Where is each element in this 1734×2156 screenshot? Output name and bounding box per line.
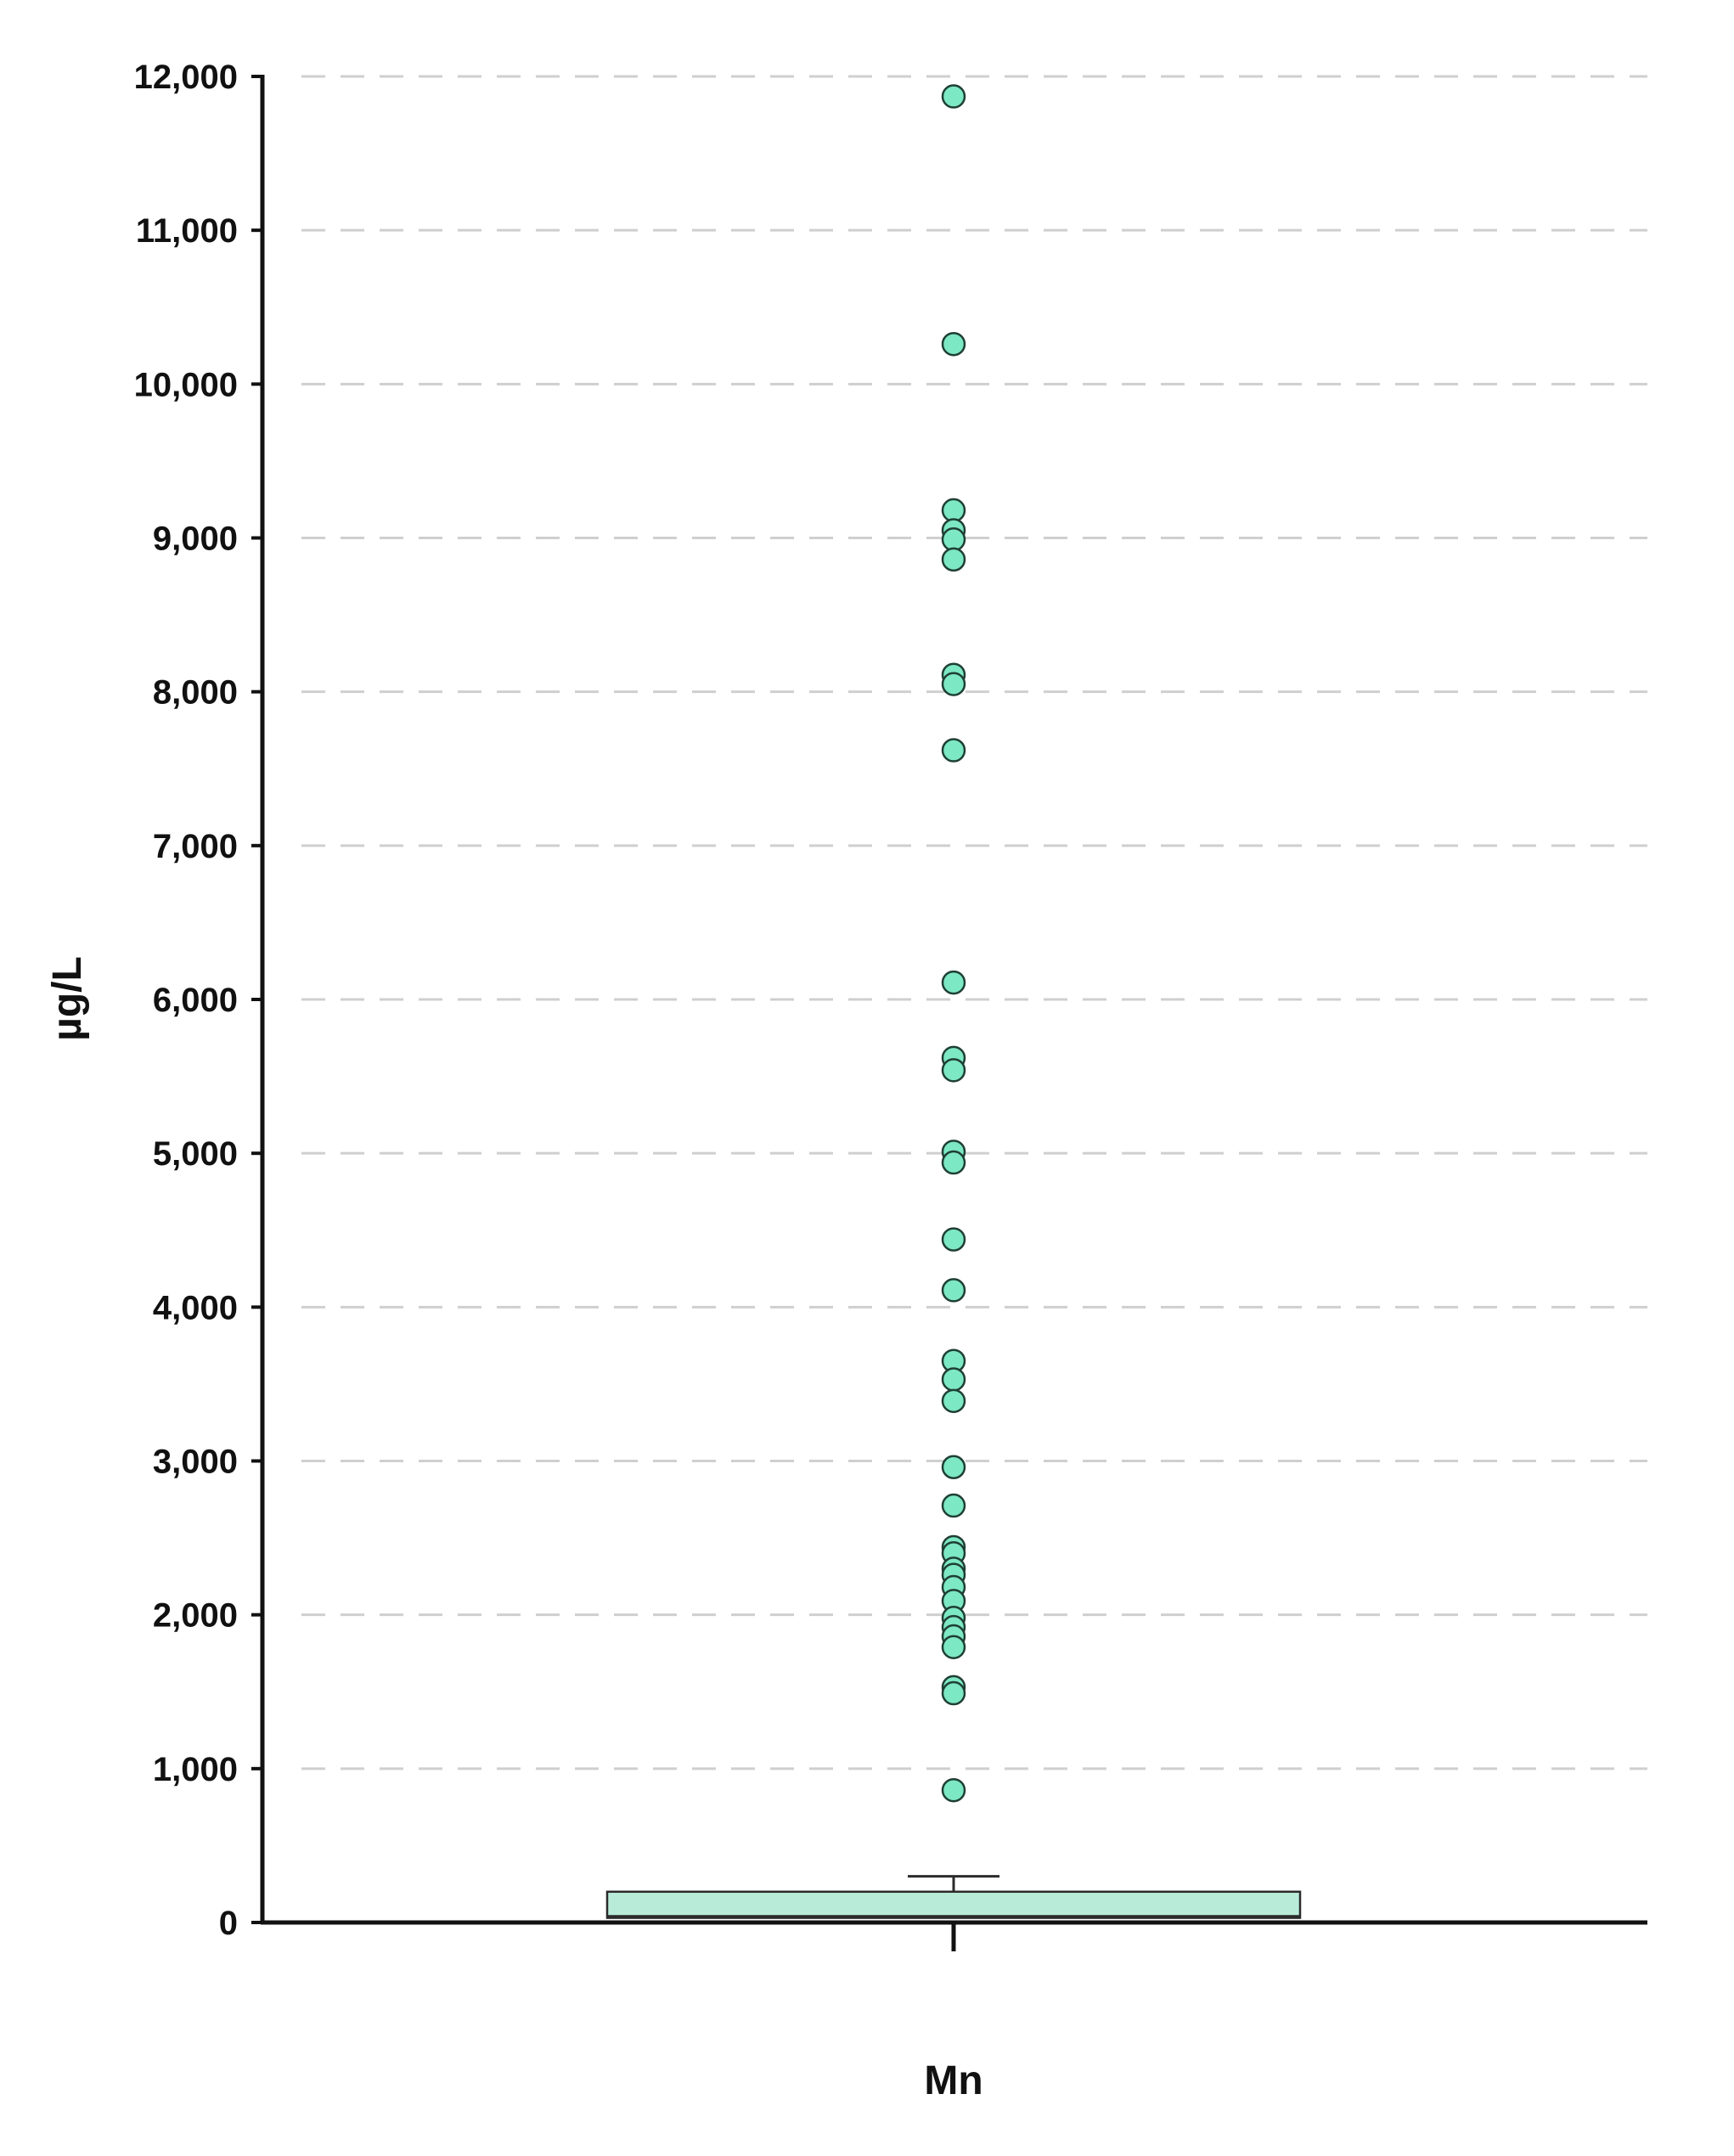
outlier-point-18 [941,1388,966,1414]
y-tick-label-7000: 7,000 [153,828,238,865]
outlier-point-7 [941,672,966,696]
outlier-point-20 [941,1493,966,1518]
y-axis-title: µg/L [45,956,90,1041]
outlier-point-9 [941,970,966,995]
y-tick-label-5000: 5,000 [153,1135,238,1173]
outlier-point-8 [941,738,966,763]
outlier-point-14 [941,1227,966,1252]
gridlines [301,75,1647,1770]
outlier-point-32 [941,1680,966,1706]
outlier-point-11 [941,1058,966,1083]
y-tick-labels: 0 1,000 2,000 3,000 4,000 5,000 6,000 7,000 8,00… [134,59,262,1942]
outlier-point-1 [941,331,966,357]
x-tick-labels: Mn [924,2058,982,2103]
y-tick-label-4000: 4,000 [153,1289,238,1326]
y-tick-label-6000: 6,000 [153,982,238,1019]
y-tick-label-1000: 1,000 [153,1751,238,1788]
outlier-points [941,84,966,1803]
outlier-point-0 [941,84,966,109]
outlier-point-2 [941,498,966,523]
y-tick-label-9000: 9,000 [153,521,238,558]
y-tick-label-2000: 2,000 [153,1597,238,1635]
outlier-point-17 [941,1367,966,1392]
x-tick-label-mn: Mn [924,2058,982,2103]
y-tick-label-8000: 8,000 [153,674,238,712]
outlier-point-30 [941,1635,966,1659]
box-plot-mn [605,1875,1302,1919]
outlier-point-5 [941,547,966,572]
y-tick-label-11000: 11,000 [136,212,238,250]
y-tick-label-12000: 12,000 [134,59,238,96]
y-tick-label-3000: 3,000 [153,1444,238,1481]
y-tick-label-10000: 10,000 [134,366,238,403]
outlier-point-4 [941,527,966,552]
outlier-point-33 [941,1777,966,1803]
outlier-point-13 [941,1150,966,1175]
iqr-box [605,1890,1302,1919]
outlier-point-15 [941,1278,966,1303]
y-tick-label-0: 0 [219,1905,238,1942]
outlier-point-19 [941,1455,966,1479]
